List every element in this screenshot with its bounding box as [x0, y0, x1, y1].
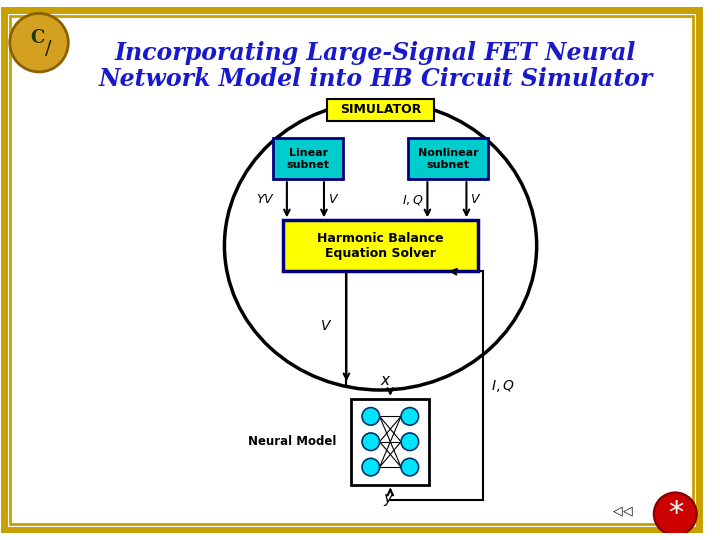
Circle shape — [22, 24, 53, 55]
Text: Harmonic Balance
Equation Solver: Harmonic Balance Equation Solver — [318, 232, 444, 260]
Text: $\boldsymbol{\mathit{/}}$: $\boldsymbol{\mathit{/}}$ — [45, 37, 53, 58]
Circle shape — [362, 433, 379, 450]
Ellipse shape — [225, 101, 536, 390]
Text: $\mathit{y}$: $\mathit{y}$ — [382, 492, 394, 508]
Text: $\mathit{I, Q}$: $\mathit{I, Q}$ — [402, 193, 423, 207]
Bar — [327, 99, 434, 121]
Text: Incorporating Large-Signal FET Neural: Incorporating Large-Signal FET Neural — [115, 42, 636, 65]
Circle shape — [401, 433, 418, 450]
Circle shape — [654, 492, 697, 536]
Text: $\mathit{I, Q}$: $\mathit{I, Q}$ — [491, 377, 514, 394]
Bar — [351, 399, 429, 485]
Text: *: * — [667, 500, 683, 529]
Bar — [408, 138, 488, 179]
Text: $\mathit{V}$: $\mathit{V}$ — [320, 319, 333, 333]
Circle shape — [362, 408, 379, 425]
Text: Neural Model: Neural Model — [248, 435, 337, 448]
Circle shape — [401, 408, 418, 425]
Circle shape — [10, 14, 68, 72]
Circle shape — [401, 458, 418, 476]
Text: C: C — [30, 29, 44, 47]
Text: Network Model into HB Circuit Simulator: Network Model into HB Circuit Simulator — [99, 67, 653, 91]
Bar — [273, 138, 343, 179]
Text: $\mathit{V}$: $\mathit{V}$ — [328, 193, 339, 206]
Bar — [283, 220, 478, 271]
Text: $\mathit{YV}$: $\mathit{YV}$ — [256, 193, 275, 206]
Text: Nonlinear
subnet: Nonlinear subnet — [418, 148, 478, 170]
Text: $\mathit{x}$: $\mathit{x}$ — [379, 374, 391, 388]
Circle shape — [362, 458, 379, 476]
Text: $\triangleleft\!\triangleleft$: $\triangleleft\!\triangleleft$ — [612, 505, 634, 519]
Text: Linear
subnet: Linear subnet — [287, 148, 330, 170]
Text: SIMULATOR: SIMULATOR — [340, 104, 421, 117]
Text: $\mathit{V}$: $\mathit{V}$ — [470, 193, 482, 206]
